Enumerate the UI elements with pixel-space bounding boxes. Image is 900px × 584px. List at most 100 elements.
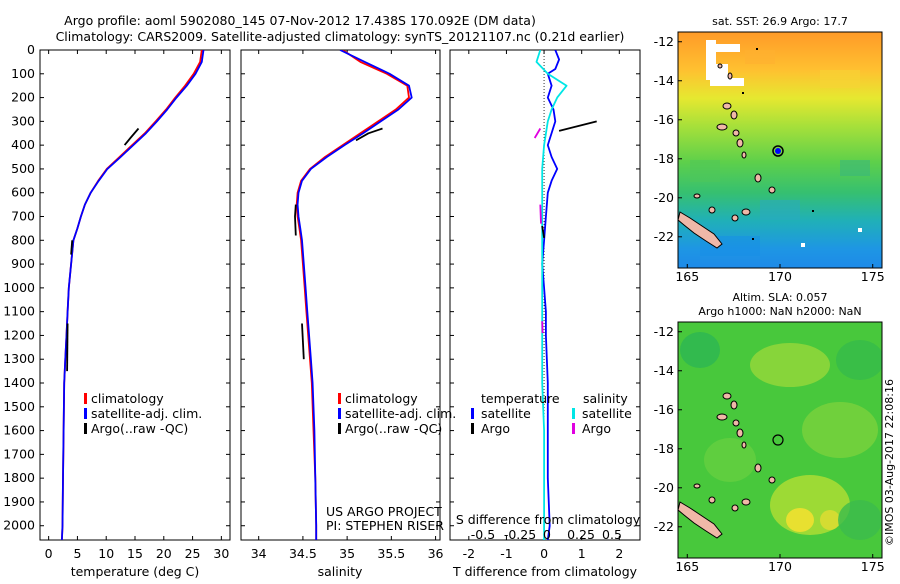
series-line bbox=[297, 50, 409, 540]
map-x-tick-label: 175 bbox=[861, 559, 885, 574]
y-tick-label: 1800 bbox=[3, 470, 35, 485]
y-tick-label: 2000 bbox=[3, 518, 35, 533]
legend-label-satellite: satellite-adj. clim. bbox=[345, 406, 456, 421]
y-tick-label: 1500 bbox=[3, 399, 35, 414]
y-tick-label: 800 bbox=[11, 232, 35, 247]
y-tick-label: 1100 bbox=[3, 304, 35, 319]
legend-swatch-climatology bbox=[338, 393, 341, 404]
s-tick-label: -0.5 bbox=[471, 527, 495, 542]
map-y-tick-label: -22 bbox=[654, 519, 674, 534]
x-tick-label: 35.5 bbox=[377, 546, 405, 561]
salinity-xlabel: salinity bbox=[318, 564, 363, 579]
map-y-tick-label: -12 bbox=[654, 324, 674, 339]
legend-label-argo: Argo(..raw -QC) bbox=[91, 421, 188, 436]
legend-swatch-t-argo bbox=[471, 423, 474, 434]
legend-swatch-s-satellite bbox=[572, 408, 575, 419]
map-x-tick-label: 170 bbox=[768, 269, 792, 284]
x-tick-label: 10 bbox=[98, 546, 114, 561]
x-tick-label: 36 bbox=[428, 546, 444, 561]
s-tick-label: 0 bbox=[543, 527, 551, 542]
y-tick-label: 1700 bbox=[3, 446, 35, 461]
map-y-tick-label: -18 bbox=[654, 441, 674, 456]
y-tick-label: 900 bbox=[11, 256, 35, 271]
s-tick-label: -0.25 bbox=[504, 527, 536, 542]
series-line bbox=[540, 205, 541, 224]
legend-label-t-satellite: satellite bbox=[481, 406, 531, 421]
y-tick-label: 300 bbox=[11, 113, 35, 128]
map-y-tick-label: -14 bbox=[654, 73, 674, 88]
series-line bbox=[535, 129, 541, 139]
series-line bbox=[71, 240, 72, 254]
series-line bbox=[295, 205, 296, 236]
y-tick-label: 1900 bbox=[3, 494, 35, 509]
x-tick-label: 35 bbox=[339, 546, 355, 561]
legend-label-climatology: climatology bbox=[345, 391, 418, 406]
y-tick-label: 1600 bbox=[3, 423, 35, 438]
legend-label-t-argo: Argo bbox=[481, 421, 510, 436]
map-x-tick-label: 165 bbox=[675, 559, 699, 574]
difference-legend: temperature salinity satellite Argo sate… bbox=[471, 391, 632, 436]
y-tick-label: 200 bbox=[11, 90, 35, 105]
y-tick-label: 500 bbox=[11, 161, 35, 176]
map-y-tick-label: -14 bbox=[654, 363, 674, 378]
y-tick-label: 1400 bbox=[3, 375, 35, 390]
y-tick-label: 1000 bbox=[3, 280, 35, 295]
y-tick-label: 1200 bbox=[3, 327, 35, 342]
series-line bbox=[67, 324, 68, 372]
legend-header-temperature: temperature bbox=[481, 391, 560, 406]
map-x-tick-label: 165 bbox=[675, 269, 699, 284]
x-tick-label: 2 bbox=[615, 546, 623, 561]
sla-map-subtitle: Argo h1000: NaN h2000: NaN bbox=[698, 305, 861, 318]
legend-swatch-s-argo bbox=[572, 423, 575, 434]
salinity-axes-box bbox=[241, 50, 440, 540]
series-line bbox=[559, 121, 597, 130]
pi-label: PI: STEPHEN RISER bbox=[326, 518, 444, 533]
series-line bbox=[298, 50, 412, 540]
x-tick-label: 0 bbox=[540, 546, 548, 561]
x-tick-label: 34 bbox=[251, 546, 267, 561]
legend-label-climatology: climatology bbox=[91, 391, 164, 406]
map-y-tick-label: -18 bbox=[654, 151, 674, 166]
header-subtitle: Climatology: CARS2009. Satellite-adjuste… bbox=[56, 29, 625, 44]
x-tick-label: 30 bbox=[213, 546, 229, 561]
temperature-panel: 0100200300400500600700800900100011001200… bbox=[3, 42, 230, 579]
copyright-stamp: ©IMOS 03-Aug-2017 22:08:16 bbox=[883, 379, 896, 546]
legend-swatch-satellite bbox=[84, 408, 87, 419]
x-tick-label: -2 bbox=[463, 546, 475, 561]
legend-header-salinity: salinity bbox=[583, 391, 628, 406]
map-y-tick-label: -12 bbox=[654, 34, 674, 49]
y-tick-label: 100 bbox=[11, 66, 35, 81]
s-tick-label: 0.25 bbox=[567, 527, 595, 542]
sla-map: Altim. SLA: 0.057 Argo h1000: NaN h2000:… bbox=[654, 291, 885, 574]
s-difference-label: S difference from climatology bbox=[456, 512, 641, 527]
map-y-tick-label: -16 bbox=[654, 402, 674, 417]
header-title: Argo profile: aoml 5902080_145 07-Nov-20… bbox=[64, 13, 536, 28]
x-tick-label: 20 bbox=[156, 546, 172, 561]
y-tick-label: 700 bbox=[11, 209, 35, 224]
legend-label-s-argo: Argo bbox=[582, 421, 611, 436]
series-line bbox=[537, 50, 567, 540]
x-tick-label: 34.5 bbox=[289, 546, 317, 561]
map-x-tick-label: 170 bbox=[768, 559, 792, 574]
legend-swatch-argo bbox=[338, 423, 341, 434]
y-tick-label: 1300 bbox=[3, 351, 35, 366]
temperature-legend: climatology satellite-adj. clim. Argo(..… bbox=[84, 391, 202, 436]
legend-label-satellite: satellite-adj. clim. bbox=[91, 406, 202, 421]
legend-swatch-argo bbox=[84, 423, 87, 434]
sst-map-title: sat. SST: 26.9 Argo: 17.7 bbox=[712, 15, 848, 28]
map-y-tick-label: -20 bbox=[654, 190, 674, 205]
map-y-tick-label: -20 bbox=[654, 480, 674, 495]
x-tick-label: 0 bbox=[45, 546, 53, 561]
s-tick-label: 0.5 bbox=[602, 527, 622, 542]
legend-swatch-satellite bbox=[338, 408, 341, 419]
salinity-panel: 34 34.5 35 35.5 36 salinity climatology sate… bbox=[241, 50, 456, 579]
series-line bbox=[302, 324, 304, 360]
x-tick-label: 15 bbox=[127, 546, 143, 561]
sla-map-title: Altim. SLA: 0.057 bbox=[732, 291, 827, 304]
salinity-legend: climatology satellite-adj. clim. Argo(..… bbox=[338, 391, 456, 436]
x-tick-label: 1 bbox=[578, 546, 586, 561]
legend-label-argo: Argo(..raw -QC) bbox=[345, 421, 442, 436]
y-tick-label: 400 bbox=[11, 137, 35, 152]
